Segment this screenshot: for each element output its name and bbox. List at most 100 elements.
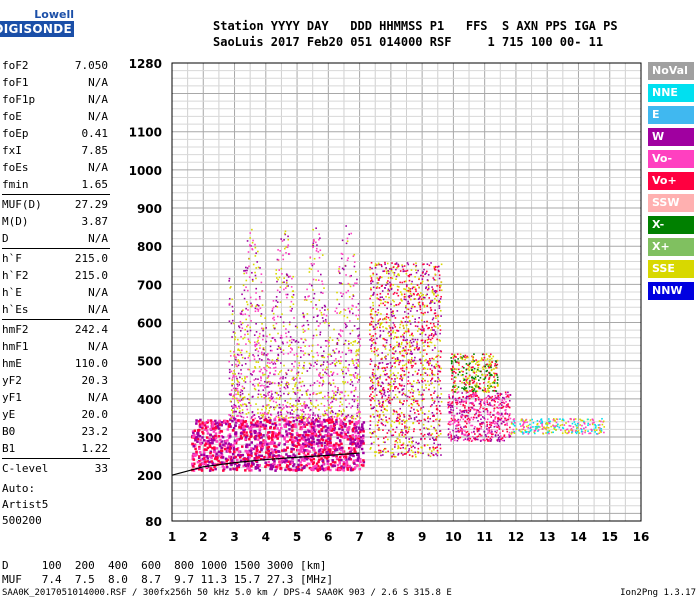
echo-point [344, 381, 347, 383]
echo-point [329, 463, 333, 466]
echo-point [289, 351, 292, 353]
echo-point [399, 384, 401, 387]
echo-point [256, 466, 260, 470]
echo-point [385, 363, 388, 366]
echo-point [439, 410, 441, 412]
echo-point [287, 392, 290, 395]
echo-point [388, 402, 390, 404]
echo-point [258, 469, 262, 472]
echo-point [376, 414, 379, 417]
echo-point [335, 397, 337, 400]
echo-point [459, 353, 462, 356]
echo-point [195, 453, 198, 456]
echo-point [433, 442, 435, 445]
echo-point [384, 356, 386, 358]
echo-point [253, 334, 256, 336]
echo-point [332, 422, 336, 426]
echo-point [302, 438, 305, 441]
echo-point [274, 338, 276, 341]
echo-point [254, 366, 256, 368]
echo-point [245, 413, 248, 415]
echo-point [304, 441, 307, 444]
echo-point [313, 239, 315, 242]
echo-point [297, 463, 300, 467]
echo-point [267, 437, 271, 440]
echo-point [356, 453, 359, 457]
echo-point [437, 269, 440, 272]
echo-point [325, 409, 328, 412]
echo-point [287, 331, 290, 333]
echo-point [389, 287, 392, 290]
echo-point [378, 304, 381, 307]
echo-point [257, 423, 260, 426]
echo-point [257, 354, 260, 357]
echo-point [236, 379, 239, 382]
echo-point [252, 354, 254, 356]
echo-point [243, 289, 246, 292]
echo-point [464, 354, 467, 357]
echo-point [257, 310, 260, 312]
echo-point [450, 436, 452, 438]
echo-point [329, 441, 332, 445]
echo-point [284, 448, 288, 452]
echo-point [409, 323, 412, 325]
echo-point [339, 401, 342, 403]
echo-point [208, 455, 211, 458]
echo-point [233, 353, 236, 356]
echo-point [237, 465, 241, 469]
echo-point [286, 246, 289, 249]
echo-point [233, 417, 236, 420]
echo-point [451, 353, 453, 355]
echo-point [464, 358, 466, 361]
echo-point [475, 363, 477, 365]
echo-point [297, 341, 300, 344]
param-value: 23.2 [81, 425, 109, 438]
echo-point [328, 324, 330, 327]
echo-point [272, 300, 275, 302]
echo-point [241, 420, 244, 423]
echo-point [416, 400, 419, 402]
echo-point [334, 385, 337, 388]
echo-point [357, 358, 359, 361]
echo-point [460, 399, 463, 401]
echo-point [268, 409, 271, 412]
echo-point [304, 430, 307, 434]
echo-point [239, 400, 242, 402]
echo-point [254, 465, 258, 469]
echo-point [377, 438, 380, 440]
echo-point [459, 401, 461, 403]
echo-point [488, 366, 490, 369]
echo-point [394, 263, 396, 265]
echo-point [439, 309, 442, 312]
echo-point [356, 457, 360, 460]
echo-point [403, 327, 405, 329]
echo-point [407, 300, 409, 303]
echo-point [424, 341, 426, 344]
echo-point [390, 378, 393, 380]
param-row: B0 23.2 [2, 423, 108, 440]
echo-point [325, 428, 328, 432]
echo-point [303, 401, 306, 403]
echo-point [406, 262, 409, 264]
echo-point [248, 352, 251, 355]
echo-point [332, 444, 336, 447]
echo-point [506, 430, 509, 433]
echo-point [370, 345, 372, 347]
echo-point [422, 406, 425, 408]
echo-point [468, 381, 471, 384]
echo-point [247, 324, 249, 327]
echo-point [270, 397, 272, 399]
echo-point [296, 417, 298, 419]
echo-point [238, 326, 241, 329]
echo-point [255, 348, 258, 350]
echo-point [412, 303, 414, 306]
echo-point [421, 282, 423, 284]
echo-point [429, 368, 432, 370]
echo-point [249, 432, 253, 436]
echo-point [371, 407, 373, 410]
echo-point [255, 277, 257, 280]
echo-point [397, 452, 400, 455]
echo-point [397, 372, 399, 374]
echo-point [409, 320, 411, 323]
echo-point [255, 252, 257, 254]
